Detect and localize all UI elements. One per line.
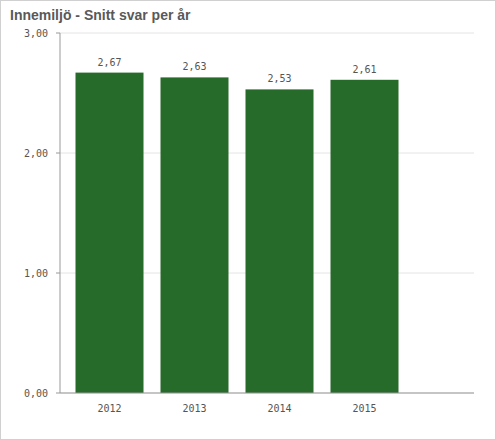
bars: [76, 73, 399, 393]
frame: [1, 1, 496, 440]
grid-line: [60, 393, 474, 394]
tick-label: 3,00: [24, 28, 48, 39]
data-label: 2,67: [97, 57, 121, 68]
bar: [246, 89, 314, 393]
tick-label: 0,00: [24, 388, 48, 399]
bar: [331, 80, 399, 393]
data-labels: 2,67 2,63 2,53 2,61: [97, 57, 376, 85]
tick-label: 1,00: [24, 268, 48, 279]
x-tick-label: 2014: [267, 403, 291, 414]
x-tick-label: 2013: [182, 403, 206, 414]
chart-wrap: Innemiljö - Snitt svar per år 0,00 1,00 2,0…: [0, 0, 496, 440]
x-tick-label: 2015: [352, 403, 376, 414]
x-axis: [60, 393, 474, 394]
x-tick-label: 2012: [97, 403, 121, 414]
bar: [161, 77, 229, 393]
tick-mark: [56, 273, 60, 274]
grid-line: [60, 33, 474, 34]
tick-mark: [56, 153, 60, 154]
y-axis: [60, 33, 61, 393]
bar: [76, 73, 144, 393]
data-label: 2,61: [352, 64, 376, 75]
tick-mark: [56, 393, 60, 394]
tick-mark: [56, 33, 60, 34]
chart: Innemiljö - Snitt svar per år 0,00 1,00 2,0…: [0, 0, 496, 440]
title: Innemiljö - Snitt svar per år: [10, 7, 191, 23]
data-label: 2,63: [182, 61, 206, 72]
grid: [56, 33, 474, 393]
tick-label: 2,00: [24, 148, 48, 159]
data-label: 2,53: [267, 73, 291, 84]
